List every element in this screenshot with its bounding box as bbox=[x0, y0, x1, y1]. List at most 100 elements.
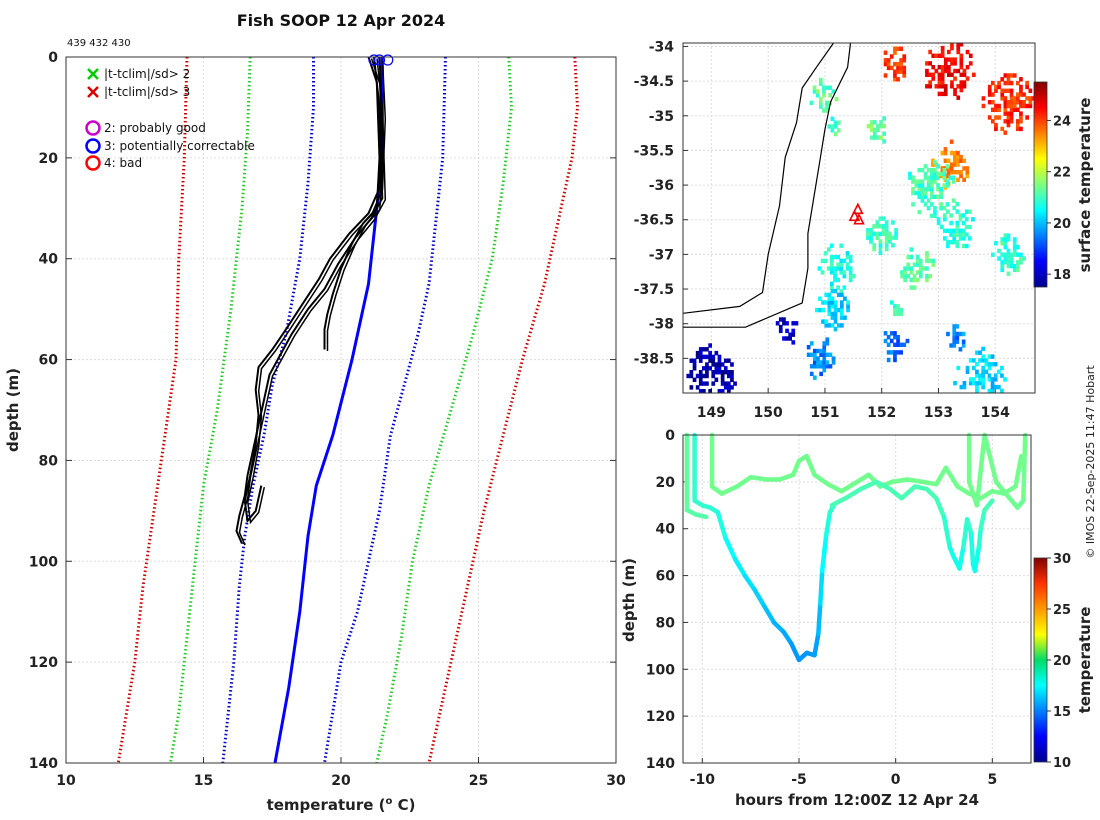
sst-cell bbox=[1019, 260, 1023, 265]
sst-cell bbox=[990, 388, 995, 393]
sst-cell bbox=[819, 104, 823, 109]
sst-cell bbox=[806, 352, 811, 357]
profile-x-tick-label: 15 bbox=[194, 773, 213, 789]
sst-cell bbox=[893, 50, 897, 55]
sst-cell bbox=[968, 61, 973, 66]
sst-cell bbox=[909, 270, 914, 275]
sst-cell bbox=[1000, 373, 1004, 378]
sst-cell bbox=[997, 84, 1001, 90]
sst-cell bbox=[964, 243, 969, 249]
sst-cell bbox=[823, 258, 828, 264]
sst-cell bbox=[936, 175, 940, 180]
sst-cell bbox=[987, 88, 992, 93]
sst-cell bbox=[978, 400, 982, 404]
sst-cell bbox=[981, 369, 985, 374]
sst-cell bbox=[883, 61, 888, 67]
sst-cell bbox=[958, 347, 963, 352]
sst-cell bbox=[994, 84, 998, 90]
sst-cell bbox=[928, 49, 932, 55]
sst-cell bbox=[923, 202, 928, 207]
sst-cell bbox=[819, 100, 823, 106]
sst-cell bbox=[920, 187, 925, 192]
sst-cell bbox=[928, 258, 932, 264]
sst-cell bbox=[994, 88, 998, 93]
sst-cell bbox=[939, 202, 943, 207]
sst-cell bbox=[955, 232, 960, 237]
sst-cell bbox=[911, 202, 915, 207]
sst-cell bbox=[889, 350, 894, 355]
sst-cell bbox=[1019, 115, 1023, 120]
ts-y-tick-label: 120 bbox=[646, 709, 675, 725]
sst-cell bbox=[925, 258, 929, 264]
sst-cell bbox=[940, 150, 945, 156]
sst-cell bbox=[925, 277, 929, 283]
sst-cell bbox=[959, 170, 963, 175]
ts-segment bbox=[968, 531, 976, 567]
sst-cell bbox=[914, 190, 919, 196]
sst-cell bbox=[975, 369, 979, 374]
sst-cell bbox=[878, 246, 883, 252]
sst-cell bbox=[915, 277, 920, 283]
sst-cell bbox=[937, 91, 942, 97]
sst-cell bbox=[923, 190, 928, 196]
timeseries-colorbar bbox=[1033, 557, 1048, 763]
sst-cell bbox=[987, 84, 992, 90]
ts-segment bbox=[812, 472, 831, 487]
sst-cell bbox=[791, 332, 796, 337]
sst-cell bbox=[711, 370, 716, 375]
sst-cell bbox=[946, 243, 950, 249]
sst-cell bbox=[952, 339, 957, 344]
sst-cell bbox=[1025, 115, 1029, 120]
sst-cell bbox=[866, 227, 870, 233]
sst-cell bbox=[705, 366, 709, 371]
sst-cell bbox=[962, 72, 967, 77]
sst-cell bbox=[930, 202, 934, 207]
sst-cell bbox=[689, 385, 694, 390]
sst-cell bbox=[939, 194, 943, 199]
ts-segment bbox=[1013, 453, 1024, 489]
sst-cell bbox=[824, 300, 829, 305]
ts-segment bbox=[843, 486, 864, 501]
map-y-tick-label: -38 bbox=[649, 317, 674, 333]
sst-cell bbox=[830, 285, 834, 290]
sst-cell bbox=[990, 377, 995, 382]
ts-y-tick-label: 20 bbox=[656, 475, 676, 491]
sst-cell bbox=[978, 381, 982, 386]
sst-cell bbox=[828, 93, 832, 98]
sst-cell bbox=[961, 220, 966, 226]
sst-cell bbox=[911, 175, 915, 180]
sst-cell bbox=[846, 304, 850, 309]
sst-cell bbox=[946, 209, 950, 214]
sst-cell bbox=[842, 274, 847, 279]
sst-cell bbox=[949, 150, 954, 156]
sst-cell bbox=[720, 377, 725, 382]
sst-cell bbox=[993, 362, 998, 367]
track-marker-432 bbox=[848, 209, 861, 222]
sst-cell bbox=[872, 127, 877, 133]
sst-cell bbox=[917, 183, 922, 188]
sst-cell bbox=[689, 373, 694, 379]
sst-cell bbox=[926, 175, 931, 180]
sst-cell bbox=[1009, 115, 1014, 120]
sst-cell bbox=[946, 158, 951, 163]
sst-cell bbox=[943, 57, 948, 62]
sst-cell bbox=[918, 266, 923, 271]
sst-cell bbox=[791, 340, 796, 345]
sst-cell bbox=[1019, 111, 1023, 116]
sst-cell bbox=[972, 365, 976, 371]
sst-cell bbox=[695, 354, 700, 360]
sst-cell bbox=[923, 171, 928, 177]
ts-segment bbox=[812, 631, 821, 658]
sst-cell bbox=[997, 80, 1001, 86]
sst-cell bbox=[775, 321, 780, 326]
sst-cell bbox=[869, 123, 874, 129]
sst-cell bbox=[836, 266, 840, 271]
sst-cell bbox=[925, 251, 929, 256]
ts-segment bbox=[964, 517, 974, 536]
sst-cell bbox=[822, 93, 826, 98]
sst-cell bbox=[950, 45, 954, 51]
sst-cell bbox=[953, 170, 957, 175]
sst-cell bbox=[875, 235, 880, 240]
ts-segment bbox=[790, 458, 802, 478]
ts-segment bbox=[732, 556, 748, 578]
